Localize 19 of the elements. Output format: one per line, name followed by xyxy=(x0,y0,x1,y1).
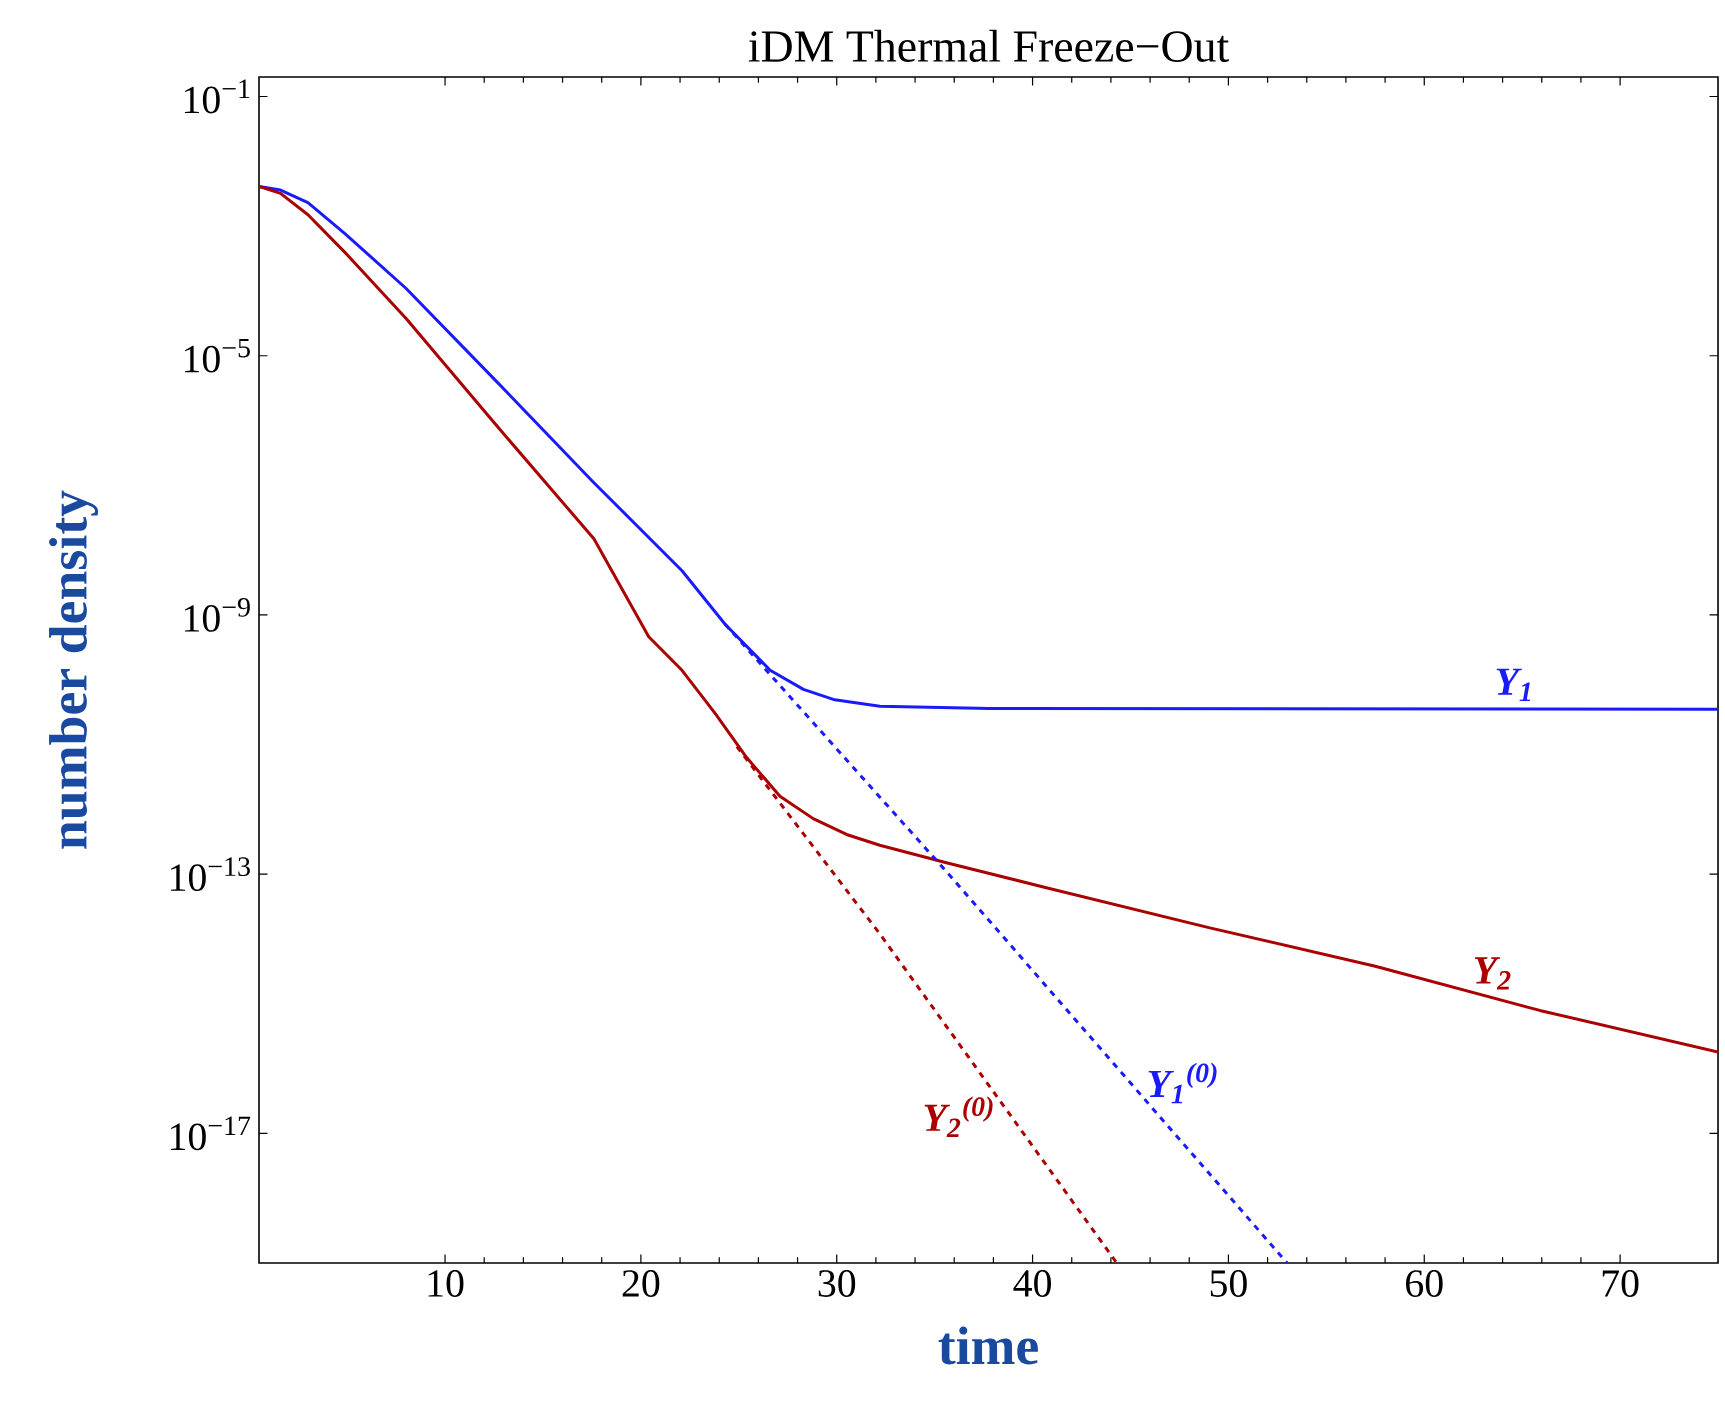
x-tick-label: 30 xyxy=(818,1270,856,1297)
x-tick-label: 20 xyxy=(622,1270,660,1297)
chart-title: iDM Thermal Freeze−Out xyxy=(748,29,1229,62)
y-tick-label: 10$^{−17}$ xyxy=(170,1116,251,1151)
y-tick-label: 10$^{−9}$ xyxy=(184,598,250,632)
series-label: Y$_{2}$ xyxy=(1474,957,1511,990)
x-tick-label: 60 xyxy=(1406,1270,1443,1297)
x-tick-label: 50 xyxy=(1210,1270,1247,1297)
y-tick-label: 10$^{−13}$ xyxy=(170,857,250,892)
x-tick-label: 70 xyxy=(1602,1270,1639,1297)
y-tick-label: 10$^{−1}$ xyxy=(184,79,250,114)
series-label: Y$_{1}$(0) xyxy=(1148,1062,1217,1104)
y-tick-label: 10$^{−5}$ xyxy=(184,338,250,373)
x-axis-title: time xyxy=(938,1326,1038,1365)
y-axis-title: number density xyxy=(49,490,99,849)
series-label: Y$_{1}$ xyxy=(1496,668,1531,701)
x-tick-label: 40 xyxy=(1013,1270,1051,1297)
x-tick-label: 10 xyxy=(428,1270,464,1297)
series-label: Y$_{2}$(0) xyxy=(924,1096,993,1138)
